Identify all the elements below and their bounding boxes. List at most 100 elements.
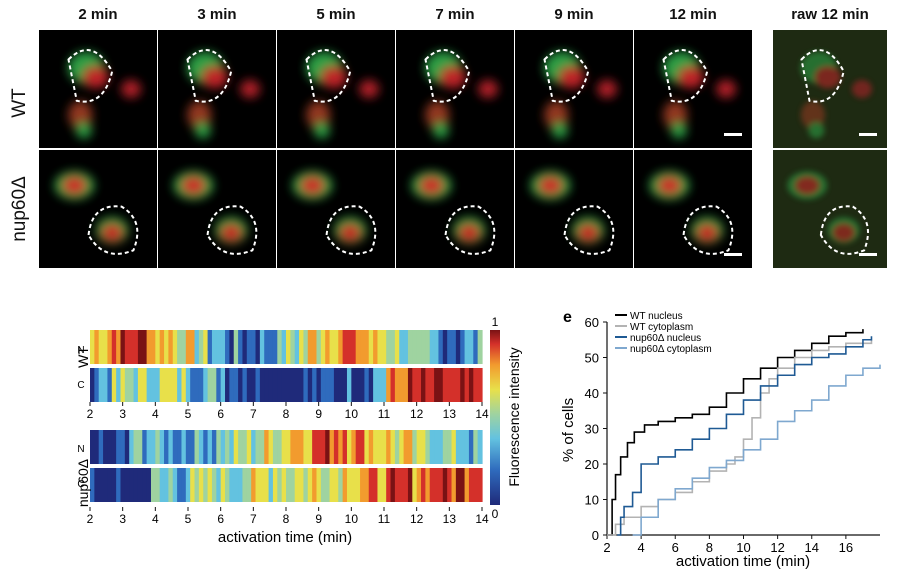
heatmap-cell	[421, 430, 426, 464]
chart-ylabel: % of cells	[560, 398, 577, 462]
heatmap-cell	[290, 330, 296, 364]
heatmap-cell	[386, 468, 392, 502]
heatmap-cell	[225, 468, 230, 502]
heatmap-cell	[194, 430, 200, 464]
heatmap-cell	[251, 330, 257, 364]
heatmap-cell	[120, 468, 126, 502]
heatmap-cell	[307, 368, 313, 402]
y-tick-label: 40	[585, 386, 599, 401]
heatmap-cell	[325, 368, 331, 402]
heatmap-tick-label: 13	[443, 407, 457, 421]
heatmap-cell	[159, 368, 165, 402]
heatmap-cell	[272, 430, 278, 464]
time-label-3min: 3 min	[197, 6, 237, 23]
heatmap-cell	[124, 430, 130, 464]
time-label-12min: 12 min	[669, 6, 717, 23]
heatmap-cell	[259, 330, 265, 364]
x-tick-label: 14	[805, 540, 819, 555]
heatmap-cell	[177, 468, 183, 502]
heatmap-cell	[299, 430, 305, 464]
heatmap-cell	[377, 330, 383, 364]
heatmap-cell	[155, 430, 161, 464]
series-line-0	[607, 329, 864, 536]
heatmap-cell	[137, 430, 143, 464]
heatmap-cell	[137, 368, 143, 402]
heatmap-cell	[246, 430, 252, 464]
heatmap-cell	[377, 430, 383, 464]
heatmap-cell	[464, 330, 470, 364]
heatmap-cell	[299, 330, 305, 364]
heatmap-cell	[360, 468, 365, 502]
heatmap-cell	[460, 468, 466, 502]
heatmap-cell	[129, 368, 135, 402]
heatmap-cell	[272, 468, 278, 502]
heatmap-tick-label: 4	[152, 407, 159, 421]
heatmap-cell	[246, 330, 252, 364]
heatmap-cell	[255, 468, 261, 502]
heatmap-cell	[364, 330, 370, 364]
y-tick-label: 20	[585, 457, 599, 472]
heatmap-cell	[150, 368, 156, 402]
heatmap-cell	[203, 430, 209, 464]
heatmap-cell	[355, 368, 361, 402]
heatmap-cell	[368, 368, 374, 402]
heatmap-cell	[338, 330, 344, 364]
heatmap-cell	[146, 430, 152, 464]
heatmap-cell	[364, 468, 370, 502]
colorbar-tick-max: 1	[492, 315, 499, 329]
heatmap-cell	[172, 368, 178, 402]
heatmap-cell	[242, 368, 248, 402]
heatmap-cell	[464, 368, 470, 402]
heatmap-cell	[351, 468, 357, 502]
heatmap-cell	[438, 430, 444, 464]
heatmap-cell	[312, 430, 318, 464]
heatmap-cell	[242, 330, 248, 364]
heatmap-cell	[442, 330, 448, 364]
heatmap-cell	[329, 368, 335, 402]
heatmap-cell	[425, 468, 431, 502]
heatmap-cell	[268, 430, 274, 464]
heatmap-cell	[207, 430, 213, 464]
heatmap-cell	[185, 468, 191, 502]
heatmap-cell	[155, 468, 161, 502]
heatmap-tick-label: 12	[410, 407, 424, 421]
chart-xlabel: activation time (min)	[676, 553, 810, 570]
time-label-2min: 2 min	[78, 6, 118, 23]
heatmap-cell	[364, 430, 370, 464]
heatmap-cell	[368, 468, 374, 502]
heatmap-cell	[229, 330, 235, 364]
heatmap-cell	[329, 430, 335, 464]
heatmap-cell	[207, 330, 213, 364]
heatmap-cell	[373, 368, 379, 402]
heatmap-cell	[211, 330, 217, 364]
heatmap-cell	[255, 330, 261, 364]
time-label-raw-12min: raw 12 min	[791, 6, 869, 23]
heatmap-cell	[264, 430, 270, 464]
x-tick-label: 16	[839, 540, 853, 555]
heatmap-tick-label: 13	[443, 512, 457, 526]
heatmap-cell	[281, 468, 287, 502]
heatmap-cell	[190, 368, 196, 402]
heatmap-cell	[246, 368, 252, 402]
heatmap-cell	[164, 368, 169, 402]
x-tick-label: 2	[603, 540, 610, 555]
heatmap-cell	[355, 330, 361, 364]
heatmap-tick-label: 11	[378, 512, 391, 526]
heatmap-cell	[425, 330, 431, 364]
heatmap-cell	[373, 430, 379, 464]
heatmap-cell	[103, 430, 109, 464]
heatmap-cell	[177, 368, 183, 402]
heatmap-cell	[150, 430, 156, 464]
heatmap-cell	[216, 330, 222, 364]
heatmap-cell	[281, 368, 287, 402]
heatmap-cell	[342, 430, 348, 464]
heatmap-cell	[111, 330, 117, 364]
heatmap-tick-label: 5	[185, 407, 192, 421]
micro-panel-wt-0	[39, 30, 157, 148]
heatmap-cell	[251, 368, 257, 402]
heatmap-cell	[168, 330, 174, 364]
heatmap-cell	[120, 330, 126, 364]
time-label-5min: 5 min	[316, 6, 356, 23]
heatmap-cell	[316, 468, 322, 502]
